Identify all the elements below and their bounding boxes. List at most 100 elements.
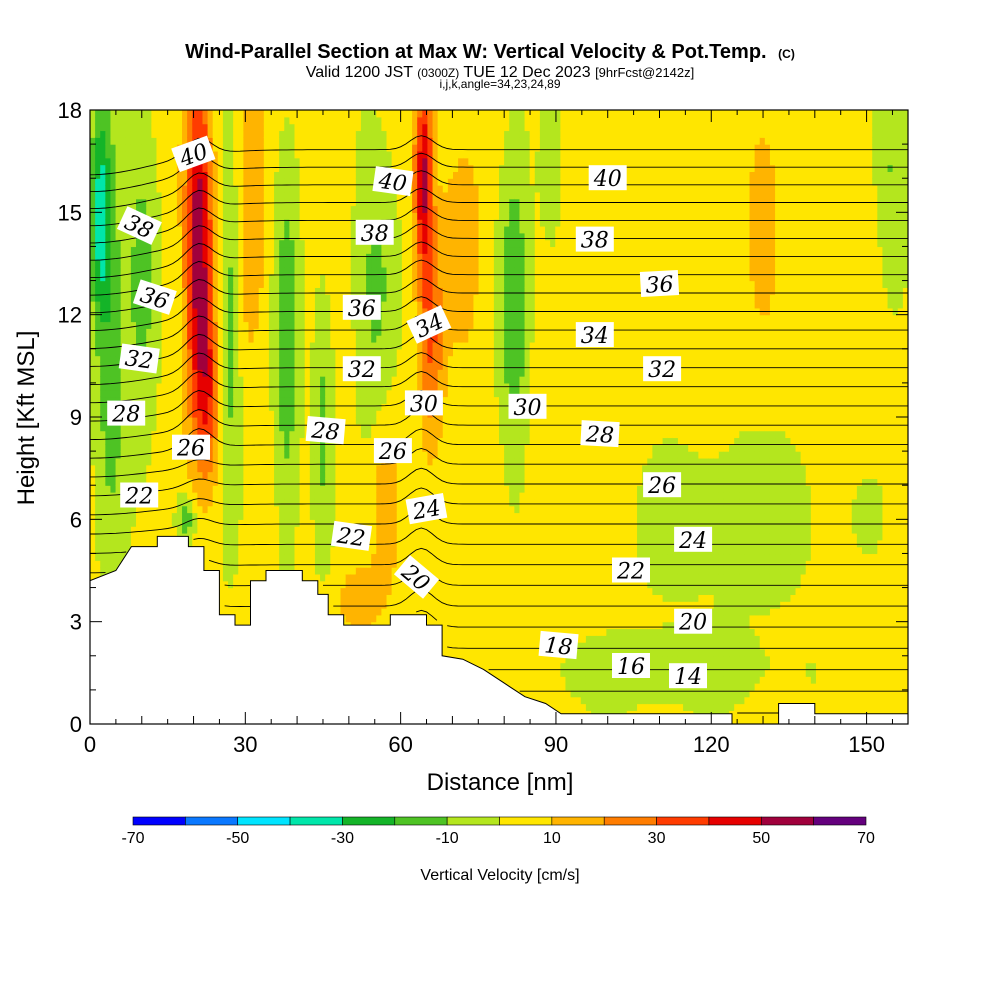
w-cell [248,137,255,145]
w-cell [263,532,270,541]
w-cell [156,478,163,486]
w-cell [90,137,96,145]
w-cell [166,178,173,186]
w-cell [263,423,270,432]
w-cell [136,150,142,159]
w-cell [212,266,219,275]
w-cell [95,403,101,411]
w-cell [350,478,357,486]
w-cell [212,144,219,152]
w-cell [176,492,183,500]
w-cell [207,560,214,568]
w-cell [274,130,280,138]
w-cell [90,191,96,200]
w-cell [340,608,347,616]
w-cell [151,212,158,220]
w-cell [320,532,326,541]
w-cell [263,505,270,514]
w-cell [156,498,163,507]
w-cell [151,539,158,548]
w-cell [115,212,122,220]
w-cell [192,191,198,200]
w-cell [248,457,255,466]
w-cell [151,239,158,248]
w-cell [325,150,331,159]
w-cell [345,451,352,459]
w-cell [248,526,255,534]
w-cell [136,260,142,268]
w-cell [192,498,198,507]
w-cell [212,335,219,343]
w-cell [268,260,275,268]
w-cell [268,485,275,493]
w-cell [222,519,229,527]
w-cell [222,451,229,459]
w-cell [284,512,290,520]
w-cell [360,335,367,343]
w-cell [284,451,290,459]
w-cell [120,539,127,548]
w-cell [202,225,209,234]
w-cell [151,444,158,452]
w-cell [217,205,224,213]
w-cell [202,164,209,172]
w-cell [176,232,183,241]
w-cell [371,464,377,473]
w-cell [192,403,198,411]
w-cell [233,594,239,602]
w-cell [217,301,224,309]
w-cell [309,560,316,568]
w-cell [330,164,336,172]
w-cell [243,478,250,486]
w-cell [238,307,244,316]
w-cell [238,280,244,288]
w-cell [212,410,219,418]
w-cell [125,328,132,336]
w-cell [366,485,372,493]
w-cell [325,492,331,500]
w-cell [207,362,214,370]
w-cell [146,437,152,445]
w-cell [105,437,112,445]
w-cell [289,348,296,357]
w-cell [284,403,290,411]
w-cell [166,457,173,466]
w-cell [228,505,234,514]
w-cell [274,478,280,486]
w-cell [325,389,331,398]
w-cell [345,260,352,268]
w-cell [258,185,265,193]
w-cell [299,137,306,145]
w-cell [268,457,275,466]
w-cell [100,382,106,391]
w-cell [309,232,316,241]
w-cell [299,539,306,548]
w-cell [325,553,331,561]
w-cell [202,260,209,268]
w-cell [360,546,367,555]
w-cell [238,532,244,541]
w-cell [309,573,316,582]
w-cell [274,430,280,439]
w-cell [146,164,152,172]
w-cell [340,594,347,602]
w-cell [202,464,209,473]
w-cell [263,232,270,241]
w-cell [233,150,239,159]
w-cell [268,553,275,561]
w-cell [238,198,244,207]
w-cell [156,110,163,118]
w-cell [274,485,280,493]
w-cell [182,253,188,261]
w-cell [330,266,336,275]
w-cell [171,260,178,268]
w-cell [182,505,188,514]
w-cell [222,205,229,213]
w-cell [130,307,137,316]
w-cell [166,430,173,439]
w-cell [146,273,152,282]
w-cell [207,260,214,268]
w-cell [268,280,275,288]
w-cell [217,546,224,555]
w-cell [233,396,239,404]
